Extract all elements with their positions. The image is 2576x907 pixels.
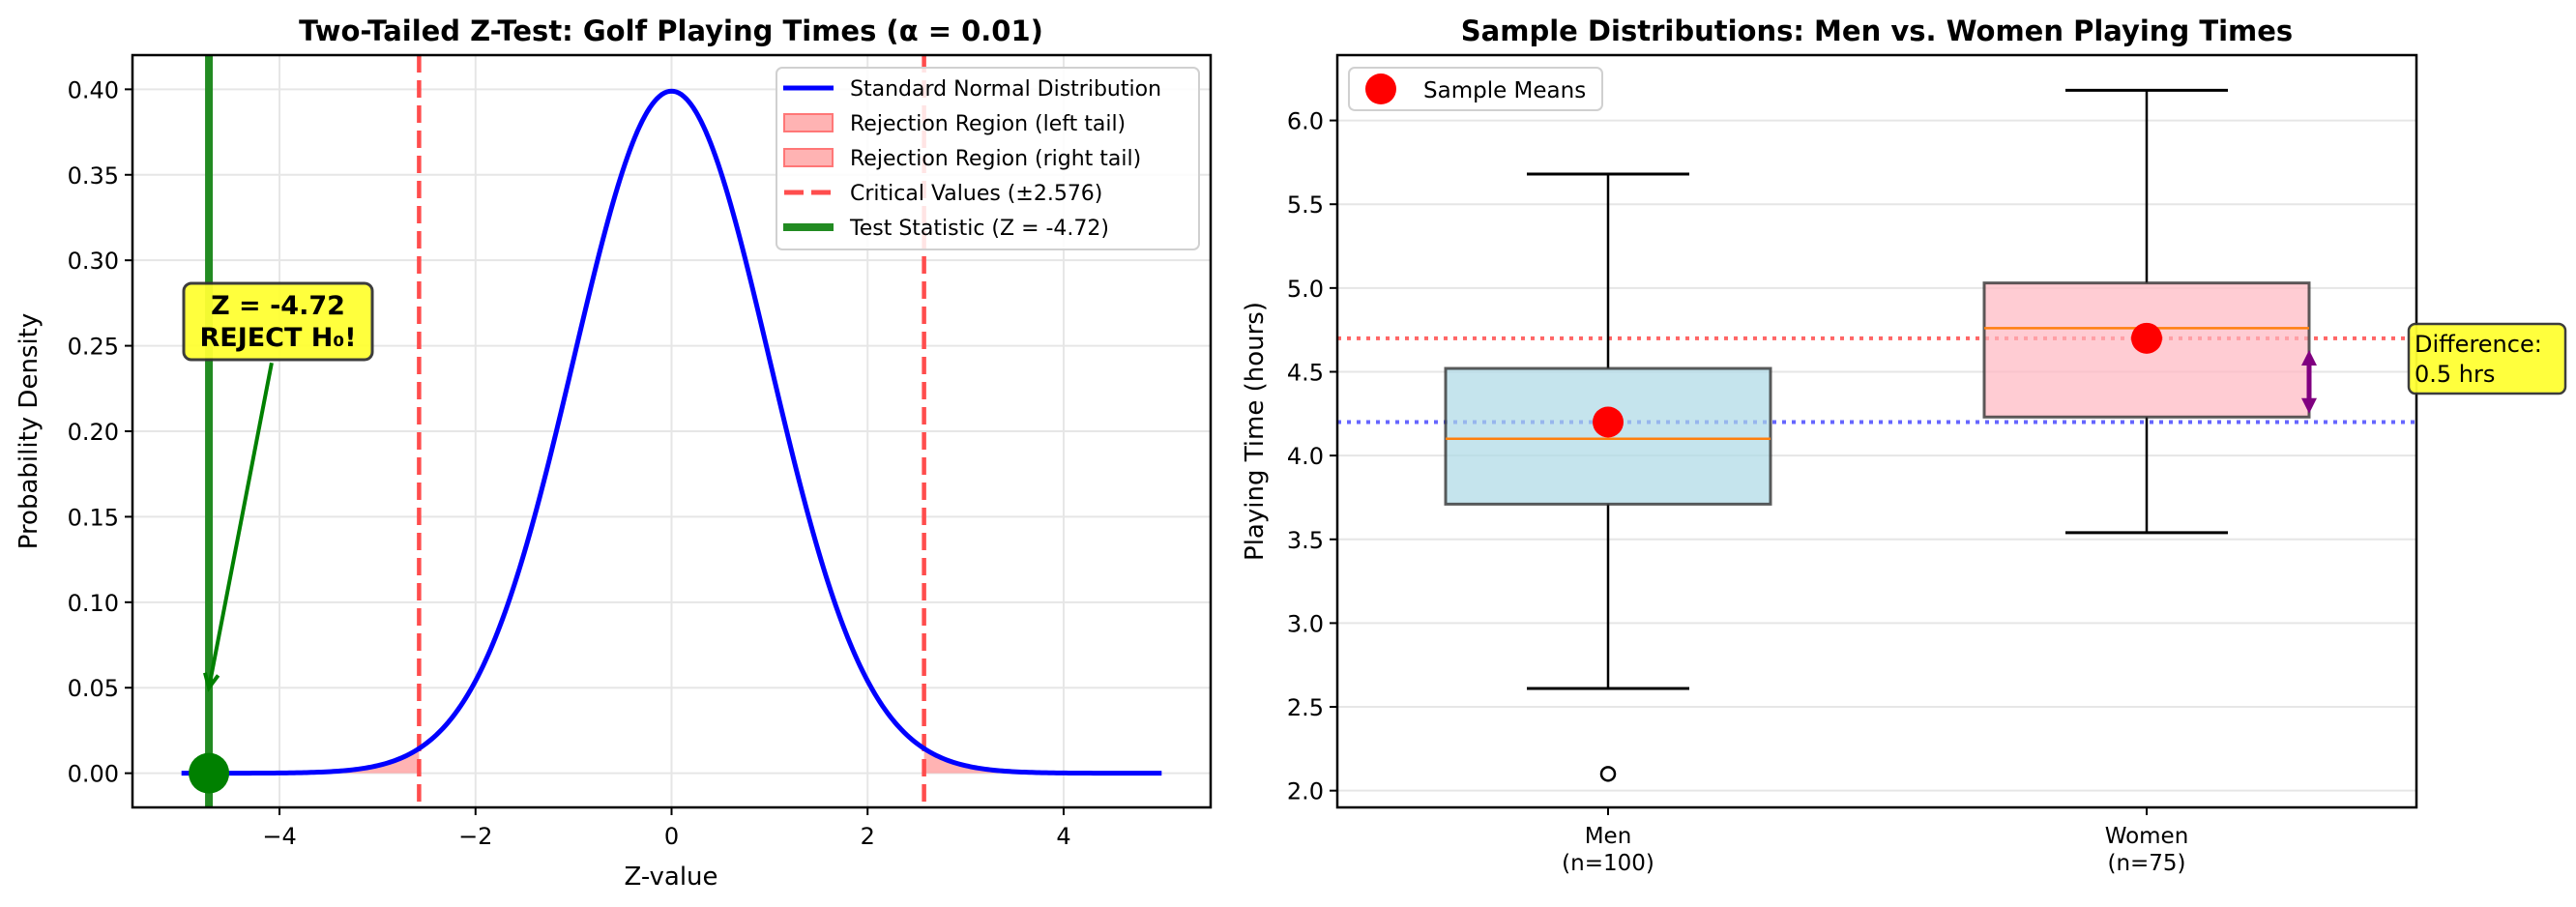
left-y-label: Probability Density <box>15 313 44 550</box>
left-y-tick-label: 0.35 <box>68 162 119 190</box>
left-x-tick-label: −4 <box>262 823 296 850</box>
legend-entry: Rejection Region (right tail) <box>783 147 1141 171</box>
left-y-tick-label: 0.30 <box>68 248 119 275</box>
left-y-tick-label: 0.40 <box>68 76 119 103</box>
left-legend: Standard Normal Distribution Rejection Re… <box>776 67 1200 250</box>
left-y-tick-label: 0.25 <box>68 334 119 361</box>
right-x-tick-label: (n=75) <box>2107 851 2185 876</box>
right-y-tick-label: 3.5 <box>1287 527 1324 554</box>
right-x-tick-label: Men <box>1585 824 1632 849</box>
left-y-tick-label: 0.05 <box>68 675 119 702</box>
reject-annotation-verdict: REJECT H₀! <box>199 323 356 353</box>
legend-label-sample-means: Sample Means <box>1423 78 1586 103</box>
reject-annotation-z: Z = -4.72 <box>211 291 345 321</box>
rejection-region-right <box>923 748 1162 774</box>
rejection-regions <box>181 748 1162 774</box>
right-y-tick-label: 5.5 <box>1287 191 1324 219</box>
difference-annotation-value: 0.5 hrs <box>2415 361 2495 388</box>
right-title: Sample Distributions: Men vs. Women Play… <box>1461 15 2293 47</box>
left-x-ticks: −4 −2 0 2 4 <box>262 807 1071 850</box>
right-x-tick-label: (n=100) <box>1562 851 1654 876</box>
z-test-panel: Two-Tailed Z-Test: Golf Playing Times (α… <box>15 15 1213 892</box>
right-grid <box>1337 119 2416 792</box>
legend-label: Standard Normal Distribution <box>850 77 1161 102</box>
reject-annotation: Z = -4.72 REJECT H₀! <box>182 281 374 362</box>
rejection-region-left <box>181 748 420 774</box>
difference-arrow-head-up <box>2301 349 2317 366</box>
difference-annotation-box <box>2407 322 2567 395</box>
legend-label: Rejection Region (right tail) <box>850 147 1141 171</box>
box-men <box>1444 172 1772 782</box>
left-x-label: Z-value <box>624 863 717 892</box>
reject-annotation-arrow <box>203 362 274 692</box>
difference-annotation-label: Difference: <box>2415 331 2542 358</box>
standard-normal-curve <box>181 88 1162 776</box>
left-x-tick-label: 4 <box>1056 823 1070 850</box>
legend-label: Rejection Region (left tail) <box>850 112 1126 136</box>
annotation-arrow-shaft <box>207 362 274 688</box>
reject-annotation-box <box>182 281 374 362</box>
right-x-tick-label: Women <box>2105 824 2189 849</box>
annotation-arrow-head <box>203 672 220 692</box>
legend-marker-sample-means <box>1365 73 1396 104</box>
left-y-tick-label: 0.20 <box>68 419 119 446</box>
right-y-tick-label: 4.5 <box>1287 359 1324 386</box>
right-y-tick-label: 2.5 <box>1287 694 1324 721</box>
legend-label: Critical Values (±2.576) <box>850 182 1102 206</box>
left-y-tick-label: 0.10 <box>68 590 119 617</box>
right-y-ticks: 2.0 2.5 3.0 3.5 4.0 4.5 5.0 5.5 6.0 <box>1287 108 1337 805</box>
difference-annotation: Difference: 0.5 hrs <box>2407 322 2567 395</box>
legend-entry: Critical Values (±2.576) <box>784 182 1102 206</box>
difference-arrow <box>2301 349 2317 414</box>
legend-entry: Rejection Region (left tail) <box>783 112 1126 136</box>
right-y-label: Playing Time (hours) <box>1241 302 1270 561</box>
mean-marker <box>2131 322 2162 354</box>
legend-entry: Test Statistic (Z = -4.72) <box>783 217 1109 241</box>
right-y-tick-label: 2.0 <box>1287 778 1324 805</box>
right-y-tick-label: 3.0 <box>1287 610 1324 637</box>
legend-patch-swatch <box>783 113 834 132</box>
left-y-tick-label: 0.00 <box>68 761 119 788</box>
mean-marker <box>1593 406 1624 438</box>
box-plots <box>1444 88 2311 782</box>
left-y-tick-label: 0.15 <box>68 504 119 531</box>
box-women <box>1982 88 2311 535</box>
right-legend: Sample Means <box>1348 67 1603 111</box>
box-plot-panel: Sample Distributions: Men vs. Women Play… <box>1241 15 2567 876</box>
right-x-ticks: Men(n=100) Women(n=75) <box>1562 807 2188 876</box>
right-y-tick-label: 6.0 <box>1287 108 1324 135</box>
left-y-ticks: 0.00 0.05 0.10 0.15 0.20 0.25 0.30 0.35 0.40 <box>68 76 132 788</box>
left-x-tick-label: −2 <box>458 823 492 850</box>
difference-arrow-head-down <box>2301 397 2317 414</box>
test-statistic-point <box>189 752 230 794</box>
right-axes-frame <box>1335 53 2418 809</box>
right-y-tick-label: 4.0 <box>1287 443 1324 470</box>
legend-patch-swatch <box>783 148 834 167</box>
left-title: Two-Tailed Z-Test: Golf Playing Times (α… <box>299 15 1043 47</box>
left-x-tick-label: 0 <box>664 823 679 850</box>
right-y-tick-label: 5.0 <box>1287 276 1324 303</box>
outlier-point <box>1599 766 1617 782</box>
legend-entry: Standard Normal Distribution <box>783 77 1161 102</box>
legend-label: Test Statistic (Z = -4.72) <box>849 217 1109 241</box>
left-x-tick-label: 2 <box>861 823 875 850</box>
